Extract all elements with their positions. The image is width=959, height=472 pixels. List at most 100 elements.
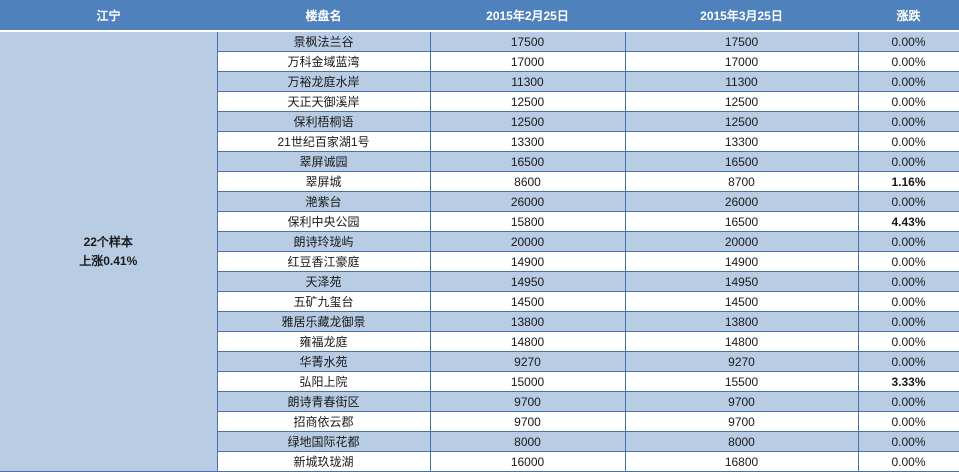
property-name-cell[interactable]: 万裕龙庭水岸: [216, 71, 431, 92]
change-cell[interactable]: 0.00%: [857, 71, 959, 92]
price-feb-cell[interactable]: 9700: [429, 391, 626, 412]
price-feb-cell[interactable]: 14800: [429, 331, 626, 352]
price-feb-cell[interactable]: 12500: [429, 91, 626, 112]
change-cell[interactable]: 0.00%: [857, 151, 959, 172]
price-feb-cell[interactable]: 9700: [429, 411, 626, 432]
property-name-cell[interactable]: 弘阳上院: [216, 371, 431, 392]
price-mar-cell[interactable]: 13300: [624, 131, 859, 152]
price-feb-cell[interactable]: 14500: [429, 291, 626, 312]
price-feb-cell[interactable]: 26000: [429, 191, 626, 212]
table-row: 招商依云郡 9700 9700 0.00%: [0, 411, 959, 432]
price-mar-cell[interactable]: 14900: [624, 251, 859, 272]
price-mar-cell[interactable]: 13800: [624, 311, 859, 332]
price-mar-cell[interactable]: 12500: [624, 91, 859, 112]
table-row: 绿地国际花都 8000 8000 0.00%: [0, 431, 959, 452]
col-header-date-mar[interactable]: 2015年3月25日: [625, 0, 858, 32]
price-mar-cell[interactable]: 8000: [624, 431, 859, 452]
property-name-cell[interactable]: 雍福龙庭: [216, 331, 431, 352]
change-cell[interactable]: 0.00%: [857, 451, 959, 472]
property-name-cell[interactable]: 红豆香江豪庭: [216, 251, 431, 272]
change-cell[interactable]: 0.00%: [857, 251, 959, 272]
price-feb-cell[interactable]: 17500: [429, 30, 626, 52]
change-cell[interactable]: 0.00%: [857, 331, 959, 352]
change-cell[interactable]: 0.00%: [857, 51, 959, 72]
table-row: 万科金域蓝湾 17000 17000 0.00%: [0, 51, 959, 72]
price-feb-cell[interactable]: 17000: [429, 51, 626, 72]
price-mar-cell[interactable]: 16800: [624, 451, 859, 472]
price-feb-cell[interactable]: 15800: [429, 211, 626, 232]
col-header-property-name[interactable]: 楼盘名: [217, 0, 430, 32]
price-feb-cell[interactable]: 12500: [429, 111, 626, 132]
price-mar-cell[interactable]: 16500: [624, 211, 859, 232]
price-mar-cell[interactable]: 12500: [624, 111, 859, 132]
property-name-cell[interactable]: 21世纪百家湖1号: [216, 131, 431, 152]
change-cell[interactable]: 0.00%: [857, 30, 959, 52]
table-row: 五矿九玺台 14500 14500 0.00%: [0, 291, 959, 312]
region-header[interactable]: 江宁: [0, 0, 217, 32]
property-name-cell[interactable]: 保利梧桐语: [216, 111, 431, 132]
price-mar-cell[interactable]: 14800: [624, 331, 859, 352]
price-mar-cell[interactable]: 11300: [624, 71, 859, 92]
change-cell[interactable]: 0.00%: [857, 271, 959, 292]
change-cell[interactable]: 1.16%: [857, 171, 959, 192]
property-name-cell[interactable]: 绿地国际花都: [216, 431, 431, 452]
property-name-cell[interactable]: 新城玖珑湖: [216, 451, 431, 472]
price-mar-cell[interactable]: 14500: [624, 291, 859, 312]
price-feb-cell[interactable]: 8000: [429, 431, 626, 452]
property-name-cell[interactable]: 景枫法兰谷: [216, 30, 431, 52]
price-mar-cell[interactable]: 9270: [624, 351, 859, 372]
property-name-cell[interactable]: 天正天御溪岸: [216, 91, 431, 112]
change-cell[interactable]: 0.00%: [857, 311, 959, 332]
change-cell[interactable]: 0.00%: [857, 191, 959, 212]
price-mar-cell[interactable]: 20000: [624, 231, 859, 252]
price-mar-cell[interactable]: 15500: [624, 371, 859, 392]
price-feb-cell[interactable]: 9270: [429, 351, 626, 372]
price-feb-cell[interactable]: 13800: [429, 311, 626, 332]
change-cell[interactable]: 0.00%: [857, 411, 959, 432]
property-name-cell[interactable]: 滟紫台: [216, 191, 431, 212]
change-cell[interactable]: 0.00%: [857, 131, 959, 152]
change-cell[interactable]: 0.00%: [857, 91, 959, 112]
property-name-cell[interactable]: 朗诗玲珑屿: [216, 231, 431, 252]
sample-count-label: 22个样本: [83, 234, 133, 249]
price-feb-cell[interactable]: 14900: [429, 251, 626, 272]
table-row: 红豆香江豪庭 14900 14900 0.00%: [0, 251, 959, 272]
property-name-cell[interactable]: 招商依云郡: [216, 411, 431, 432]
price-feb-cell[interactable]: 15000: [429, 371, 626, 392]
price-feb-cell[interactable]: 16000: [429, 451, 626, 472]
price-mar-cell[interactable]: 26000: [624, 191, 859, 212]
property-name-cell[interactable]: 翠屏诚园: [216, 151, 431, 172]
property-name-cell[interactable]: 翠屏城: [216, 171, 431, 192]
price-mar-cell[interactable]: 17000: [624, 51, 859, 72]
col-header-date-feb[interactable]: 2015年2月25日: [430, 0, 625, 32]
price-feb-cell[interactable]: 14950: [429, 271, 626, 292]
price-mar-cell[interactable]: 8700: [624, 171, 859, 192]
property-name-cell[interactable]: 华菁水苑: [216, 351, 431, 372]
price-mar-cell[interactable]: 17500: [624, 30, 859, 52]
property-name-cell[interactable]: 保利中央公园: [216, 211, 431, 232]
region-summary-cell[interactable]: 22个样本 上涨0.41%: [0, 30, 218, 472]
price-feb-cell[interactable]: 20000: [429, 231, 626, 252]
price-feb-cell[interactable]: 11300: [429, 71, 626, 92]
change-cell[interactable]: 0.00%: [857, 231, 959, 252]
property-name-cell[interactable]: 朗诗青春街区: [216, 391, 431, 412]
change-cell[interactable]: 0.00%: [857, 111, 959, 132]
change-cell[interactable]: 0.00%: [857, 431, 959, 452]
change-cell[interactable]: 0.00%: [857, 351, 959, 372]
property-name-cell[interactable]: 五矿九玺台: [216, 291, 431, 312]
change-cell[interactable]: 3.33%: [857, 371, 959, 392]
property-name-cell[interactable]: 雅居乐藏龙御景: [216, 311, 431, 332]
price-mar-cell[interactable]: 9700: [624, 391, 859, 412]
change-cell[interactable]: 4.43%: [857, 211, 959, 232]
change-cell[interactable]: 0.00%: [857, 291, 959, 312]
property-name-cell[interactable]: 天泽苑: [216, 271, 431, 292]
price-mar-cell[interactable]: 14950: [624, 271, 859, 292]
col-header-change[interactable]: 涨跌: [858, 0, 959, 32]
price-mar-cell[interactable]: 16500: [624, 151, 859, 172]
price-mar-cell[interactable]: 9700: [624, 411, 859, 432]
price-feb-cell[interactable]: 16500: [429, 151, 626, 172]
change-cell[interactable]: 0.00%: [857, 391, 959, 412]
property-name-cell[interactable]: 万科金域蓝湾: [216, 51, 431, 72]
price-feb-cell[interactable]: 13300: [429, 131, 626, 152]
price-feb-cell[interactable]: 8600: [429, 171, 626, 192]
